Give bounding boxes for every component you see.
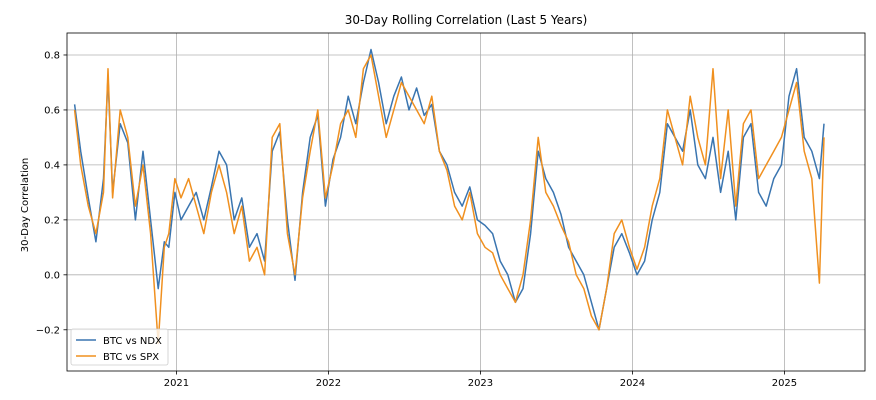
legend-label-spx: BTC vs SPX	[103, 352, 159, 363]
y-tick-label: −0.2	[36, 325, 60, 336]
y-tick-label: 0.4	[44, 160, 60, 171]
series-line-btc-vs-spx	[73, 54, 825, 345]
y-tick-label: 0.8	[44, 50, 60, 61]
x-tick-label: 2023	[468, 378, 493, 389]
x-tick-label: 2022	[316, 378, 341, 389]
legend-label-ndx: BTC vs NDX	[103, 336, 162, 347]
chart-title: 30-Day Rolling Correlation (Last 5 Years…	[345, 13, 588, 27]
x-tick-label: 2021	[164, 378, 189, 389]
series-lines	[73, 48, 825, 345]
plot-frame	[66, 32, 866, 372]
y-tick-label: 0.6	[44, 105, 60, 116]
y-tick-label: 0.2	[44, 215, 60, 226]
series-line-btc-vs-ndx	[73, 48, 825, 331]
y-tick-label: 0.0	[44, 270, 60, 281]
axis-ticks: −0.2 0.0 0.2 0.4 0.6 0.8 2021 2022 2023 2024 2025	[36, 50, 797, 389]
y-axis-label: 30-Day Correlation	[20, 158, 31, 252]
x-tick-label: 2024	[620, 378, 645, 389]
legend: BTC vs NDX BTC vs SPX	[70, 328, 169, 366]
x-tick-label: 2025	[772, 378, 797, 389]
